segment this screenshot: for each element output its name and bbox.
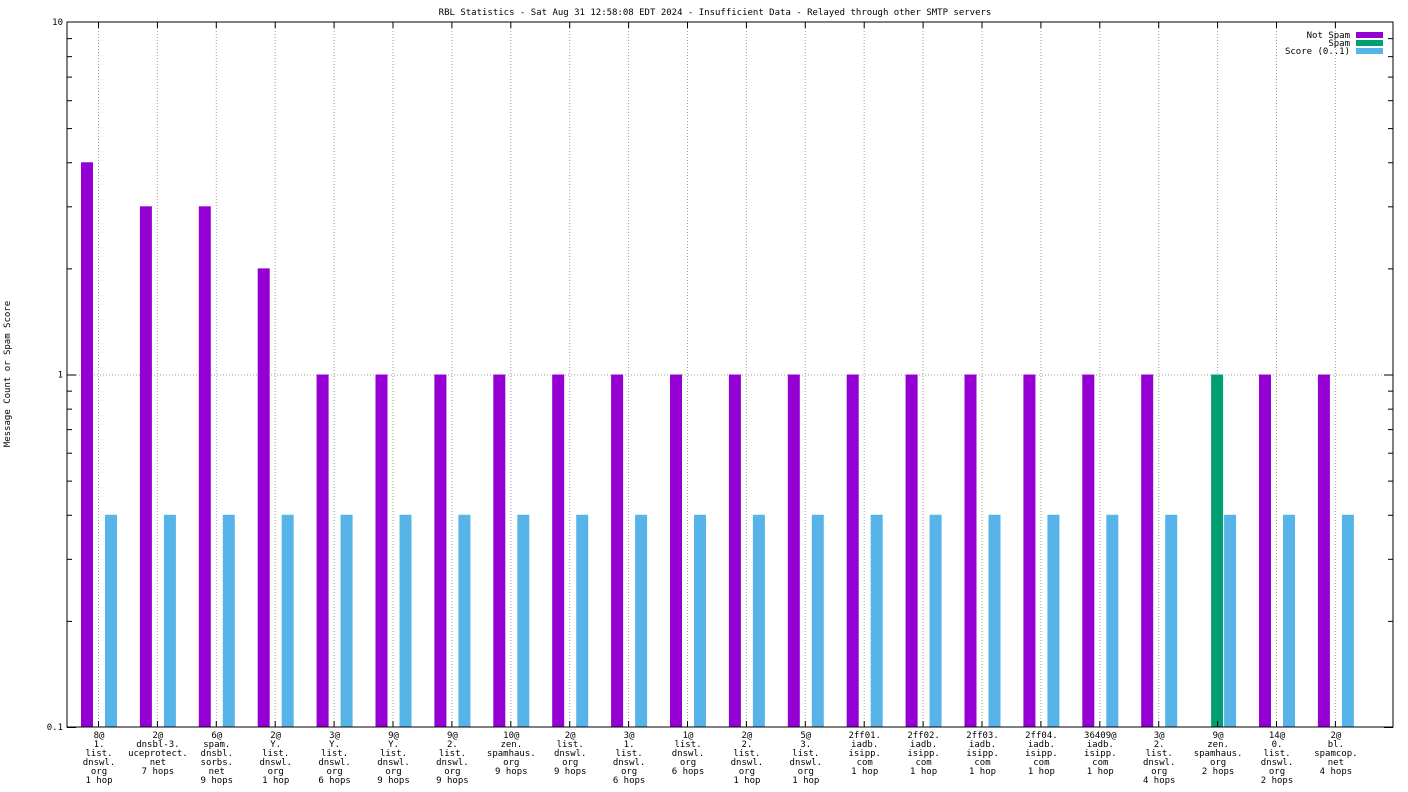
bar-not-spam xyxy=(434,374,447,727)
bar-not-spam xyxy=(316,374,329,727)
x-tick-label: 2@ 2. list. dnswl. org 1 hop xyxy=(731,731,764,786)
x-tick-label: 2@ Y. list. dnswl. org 1 hop xyxy=(259,731,292,786)
bar-not-spam xyxy=(846,374,859,727)
legend-swatch xyxy=(1356,40,1383,46)
bar-not-spam xyxy=(787,374,800,727)
x-tick-label: 6@ spam. dnsbl. sorbs. net 9 hops xyxy=(201,731,234,786)
bar-score-0-1 xyxy=(1224,514,1237,727)
x-tick-label: 10@ zen. spamhaus. org 9 hops xyxy=(487,731,536,777)
bar-not-spam xyxy=(139,206,152,727)
grid-lines xyxy=(67,22,1393,727)
bar-score-0-1 xyxy=(399,514,412,727)
x-tick-label: 3@ 1. list. dnswl. org 6 hops xyxy=(613,731,646,786)
chart-title: RBL Statistics - Sat Aug 31 12:58:08 EDT… xyxy=(439,8,992,18)
x-tick-label: 3@ 2. list. dnswl. org 4 hops xyxy=(1143,731,1176,786)
bar-not-spam xyxy=(1317,374,1330,727)
y-tick-label: 10 xyxy=(52,18,63,28)
bar-not-spam xyxy=(611,374,624,727)
bar-not-spam xyxy=(905,374,918,727)
bar-score-0-1 xyxy=(458,514,471,727)
bar-score-0-1 xyxy=(988,514,1001,727)
bar-score-0-1 xyxy=(1165,514,1178,727)
bar-not-spam xyxy=(1259,374,1271,727)
bar-score-0-1 xyxy=(105,514,117,727)
bar-not-spam xyxy=(552,374,565,727)
x-tick-label: 9@ zen. spamhaus. org 2 hops xyxy=(1194,731,1243,777)
x-tick-label: 1@ list. dnswl. org 6 hops xyxy=(672,731,705,777)
x-tick-label: 2@ list. dnswl. org 9 hops xyxy=(554,731,587,777)
bar-score-0-1 xyxy=(517,514,530,727)
y-tick-label: 1 xyxy=(58,371,63,381)
x-tick-label: 3@ Y. list. dnswl. org 6 hops xyxy=(318,731,351,786)
x-tick-label: 2ff04. iadb. isipp. com 1 hop xyxy=(1025,731,1058,777)
y-axis-label: Message Count or Spam Score xyxy=(3,301,13,447)
x-tick-label: 2ff03. iadb. isipp. com 1 hop xyxy=(966,731,999,777)
legend-swatch xyxy=(1356,32,1383,38)
bar-not-spam xyxy=(375,374,388,727)
bar-not-spam xyxy=(1082,374,1095,727)
x-tick-label: 9@ 2. list. dnswl. org 9 hops xyxy=(436,731,469,786)
bar-score-0-1 xyxy=(576,514,589,727)
bar-score-0-1 xyxy=(1047,514,1060,727)
bar-score-0-1 xyxy=(281,514,294,727)
bar-spam xyxy=(1211,374,1224,727)
x-tick-label: 36409@ iadb. isipp. com 1 hop xyxy=(1084,731,1117,777)
bar-score-0-1 xyxy=(635,514,648,727)
bar-not-spam xyxy=(1023,374,1036,727)
bar-score-0-1 xyxy=(811,514,824,727)
x-tick-label: 14@ 0. list. dnswl. org 2 hops xyxy=(1261,731,1294,786)
x-tick-label: 9@ Y. list. dnswl. org 9 hops xyxy=(377,731,410,786)
x-tick-label: 2@ bl. spamcop. net 4 hops xyxy=(1314,731,1357,777)
x-tick-label: 8@ 1. list. dnswl. org 1 hop xyxy=(83,731,116,786)
y-tick-label: 0.1 xyxy=(47,723,63,733)
bar-not-spam xyxy=(493,374,506,727)
bars xyxy=(81,162,1354,727)
bar-score-0-1 xyxy=(222,514,235,727)
bar-not-spam xyxy=(964,374,977,727)
bar-score-0-1 xyxy=(870,514,883,727)
bar-not-spam xyxy=(728,374,741,727)
bar-score-0-1 xyxy=(1106,514,1119,727)
bar-not-spam xyxy=(81,162,93,727)
legend-label: Score (0..1) xyxy=(1285,47,1350,57)
legend-label: Spam xyxy=(1328,39,1350,49)
x-tick-label: 2ff01. iadb. isipp. com 1 hop xyxy=(848,731,881,777)
bar-not-spam xyxy=(1141,374,1154,727)
bar-score-0-1 xyxy=(929,514,942,727)
bar-score-0-1 xyxy=(163,514,176,727)
bar-score-0-1 xyxy=(694,514,706,727)
bar-score-0-1 xyxy=(1341,514,1354,727)
axis-ticks xyxy=(67,22,1393,728)
bar-not-spam xyxy=(670,374,682,727)
bar-not-spam xyxy=(198,206,211,727)
bar-score-0-1 xyxy=(1283,514,1295,727)
bar-score-0-1 xyxy=(340,514,353,727)
axis-labels: 0.1 1 10 8@ 1. list. dnswl. org 1 hop 2@ dnsbl-3. u… xyxy=(47,18,1358,786)
bar-not-spam xyxy=(257,268,270,727)
legend-label: Not Spam xyxy=(1307,31,1350,41)
legend-swatch xyxy=(1356,48,1383,54)
x-tick-label: 2@ dnsbl-3. uceprotect. net 7 hops xyxy=(128,731,188,777)
x-tick-label: 5@ 3. list. dnswl. org 1 hop xyxy=(790,731,823,786)
x-tick-label: 2ff02. iadb. isipp. com 1 hop xyxy=(907,731,940,777)
bar-score-0-1 xyxy=(752,514,765,727)
